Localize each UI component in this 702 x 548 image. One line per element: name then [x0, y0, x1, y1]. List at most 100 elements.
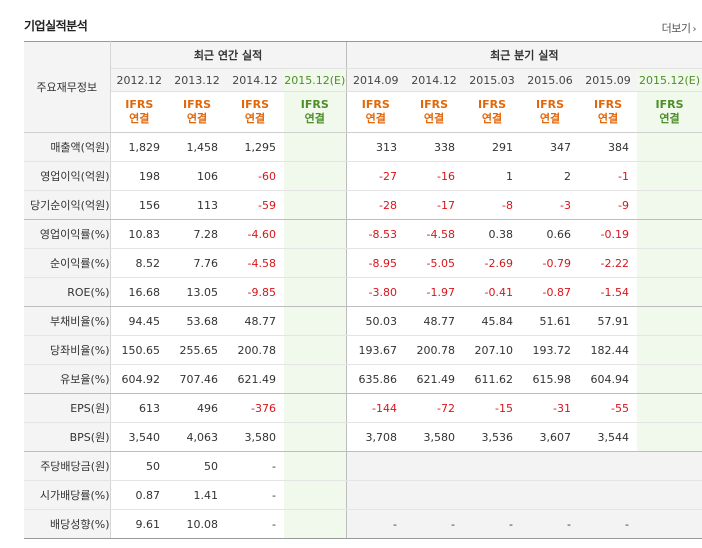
- ifrs-label: IFRS 연결: [110, 91, 168, 133]
- table-cell: -376: [226, 393, 284, 423]
- table-cell: 0.87: [110, 480, 168, 510]
- table-cell: -4.58: [226, 248, 284, 278]
- table-row: 유보율(%) 604.92 707.46 621.49 635.86 621.49 611.…: [24, 364, 702, 394]
- table-row: 당좌비율(%) 150.65 255.65 200.78 193.67 200.78 207…: [24, 335, 702, 365]
- row-label: 당기순이익(억원): [24, 190, 111, 220]
- row-label: EPS(원): [24, 393, 111, 423]
- table-cell: -2.69: [463, 248, 522, 278]
- ifrs-line1: IFRS: [536, 98, 565, 111]
- table-cell: [284, 364, 347, 394]
- table-cell: [521, 451, 580, 481]
- ifrs-line2: 연결: [365, 112, 386, 125]
- table-cell: -: [226, 480, 284, 510]
- financial-table: 주요재무정보 최근 연간 실적 최근 분기 실적 2012.12 2013.12 2014…: [24, 41, 702, 539]
- table-cell: 200.78: [405, 335, 464, 365]
- table-cell: 198: [110, 161, 168, 191]
- table-cell: 182.44: [579, 335, 638, 365]
- ifrs-label: IFRS 연결: [168, 91, 226, 133]
- table-cell: [345, 451, 406, 481]
- table-cell: 53.68: [168, 306, 226, 336]
- row-label: BPS(원): [24, 422, 111, 452]
- table-cell: -15: [463, 393, 522, 423]
- table-cell: 313: [345, 132, 406, 162]
- table-cell: -1: [579, 161, 638, 191]
- row-label: 부채비율(%): [24, 306, 111, 336]
- table-cell: [637, 190, 702, 220]
- row-label: 순이익률(%): [24, 248, 111, 278]
- period-header: 2014.09: [345, 68, 406, 92]
- table-cell: 1: [463, 161, 522, 191]
- table-cell: [284, 132, 347, 162]
- table-cell: -55: [579, 393, 638, 423]
- table-cell: [284, 335, 347, 365]
- table-cell: 113: [168, 190, 226, 220]
- table-cell: -27: [345, 161, 406, 191]
- ifrs-line2: 연결: [481, 112, 503, 125]
- more-link[interactable]: 더보기 ›: [662, 20, 697, 36]
- table-cell: [579, 480, 638, 510]
- table-cell: 150.65: [110, 335, 168, 365]
- ifrs-line1: IFRS: [420, 98, 449, 111]
- row-label: 영업이익(억원): [24, 161, 111, 191]
- ifrs-label: IFRS 연결: [521, 91, 580, 133]
- row-label: 매출액(억원): [24, 132, 111, 162]
- ifrs-line2: 연결: [129, 112, 150, 125]
- table-cell: -3: [521, 190, 580, 220]
- table-cell: [284, 393, 347, 423]
- table-cell: -0.41: [463, 277, 522, 307]
- table-cell: -9: [579, 190, 638, 220]
- table-cell: 48.77: [405, 306, 464, 336]
- table-row: 영업이익률(%) 10.83 7.28 -4.60 -8.53 -4.58 0.38 0.66…: [24, 219, 702, 249]
- table-cell: 611.62: [463, 364, 522, 394]
- table-cell: -: [345, 509, 406, 539]
- period-header: 2014.12: [226, 68, 284, 92]
- table-cell: [637, 248, 702, 278]
- ifrs-label: IFRS 연결: [579, 91, 638, 133]
- table-row: BPS(원) 3,540 4,063 3,580 3,708 3,580 3,536 3,60…: [24, 422, 702, 452]
- ifrs-line1: IFRS: [655, 98, 684, 111]
- table-cell: 10.08: [168, 509, 226, 539]
- table-cell: 7.76: [168, 248, 226, 278]
- table-cell: 621.49: [226, 364, 284, 394]
- table-row: 배당성향(%) 9.61 10.08- - - - - -: [24, 509, 702, 539]
- ifrs-label: IFRS 연결: [405, 91, 464, 133]
- table-cell: [463, 480, 522, 510]
- table-cell: 50: [110, 451, 168, 481]
- table-cell: 604.92: [110, 364, 168, 394]
- table-cell: 621.49: [405, 364, 464, 394]
- table-cell: -0.87: [521, 277, 580, 307]
- table-cell: [405, 451, 464, 481]
- ifrs-label: IFRS 연결: [463, 91, 522, 133]
- table-cell: 384: [579, 132, 638, 162]
- table-cell: [284, 306, 347, 336]
- annual-group-header: 최근 연간 실적: [110, 41, 347, 69]
- table-cell: [637, 306, 702, 336]
- table-row: 부채비율(%) 94.45 53.68 48.77 50.03 48.77 45.84 51.…: [24, 306, 702, 336]
- table-cell: 4,063: [168, 422, 226, 452]
- section-title: 기업실적분석: [24, 19, 88, 33]
- row-label: 시가배당률(%): [24, 480, 111, 510]
- period-header: 2015.12(E): [637, 68, 702, 92]
- table-cell: [284, 248, 347, 278]
- ifrs-line2: 연결: [539, 112, 561, 125]
- table-cell: [637, 219, 702, 249]
- table-cell: 193.72: [521, 335, 580, 365]
- period-header: 2015.06: [521, 68, 580, 92]
- row-label: 배당성향(%): [24, 509, 111, 539]
- table-cell: [284, 480, 347, 510]
- table-cell: -59: [226, 190, 284, 220]
- table-cell: -1.97: [405, 277, 464, 307]
- table-cell: [284, 509, 347, 539]
- ifrs-label: IFRS 연결: [637, 91, 702, 133]
- table-cell: -3.80: [345, 277, 406, 307]
- table-cell: [463, 451, 522, 481]
- table-cell: -17: [405, 190, 464, 220]
- table-cell: 16.68: [110, 277, 168, 307]
- table-cell: 3,607: [521, 422, 580, 452]
- table-cell: -2.22: [579, 248, 638, 278]
- table-cell: [637, 335, 702, 365]
- table-cell: 3,708: [345, 422, 406, 452]
- table-cell: -72: [405, 393, 464, 423]
- row-label: ROE(%): [24, 277, 111, 307]
- table-cell: 707.46: [168, 364, 226, 394]
